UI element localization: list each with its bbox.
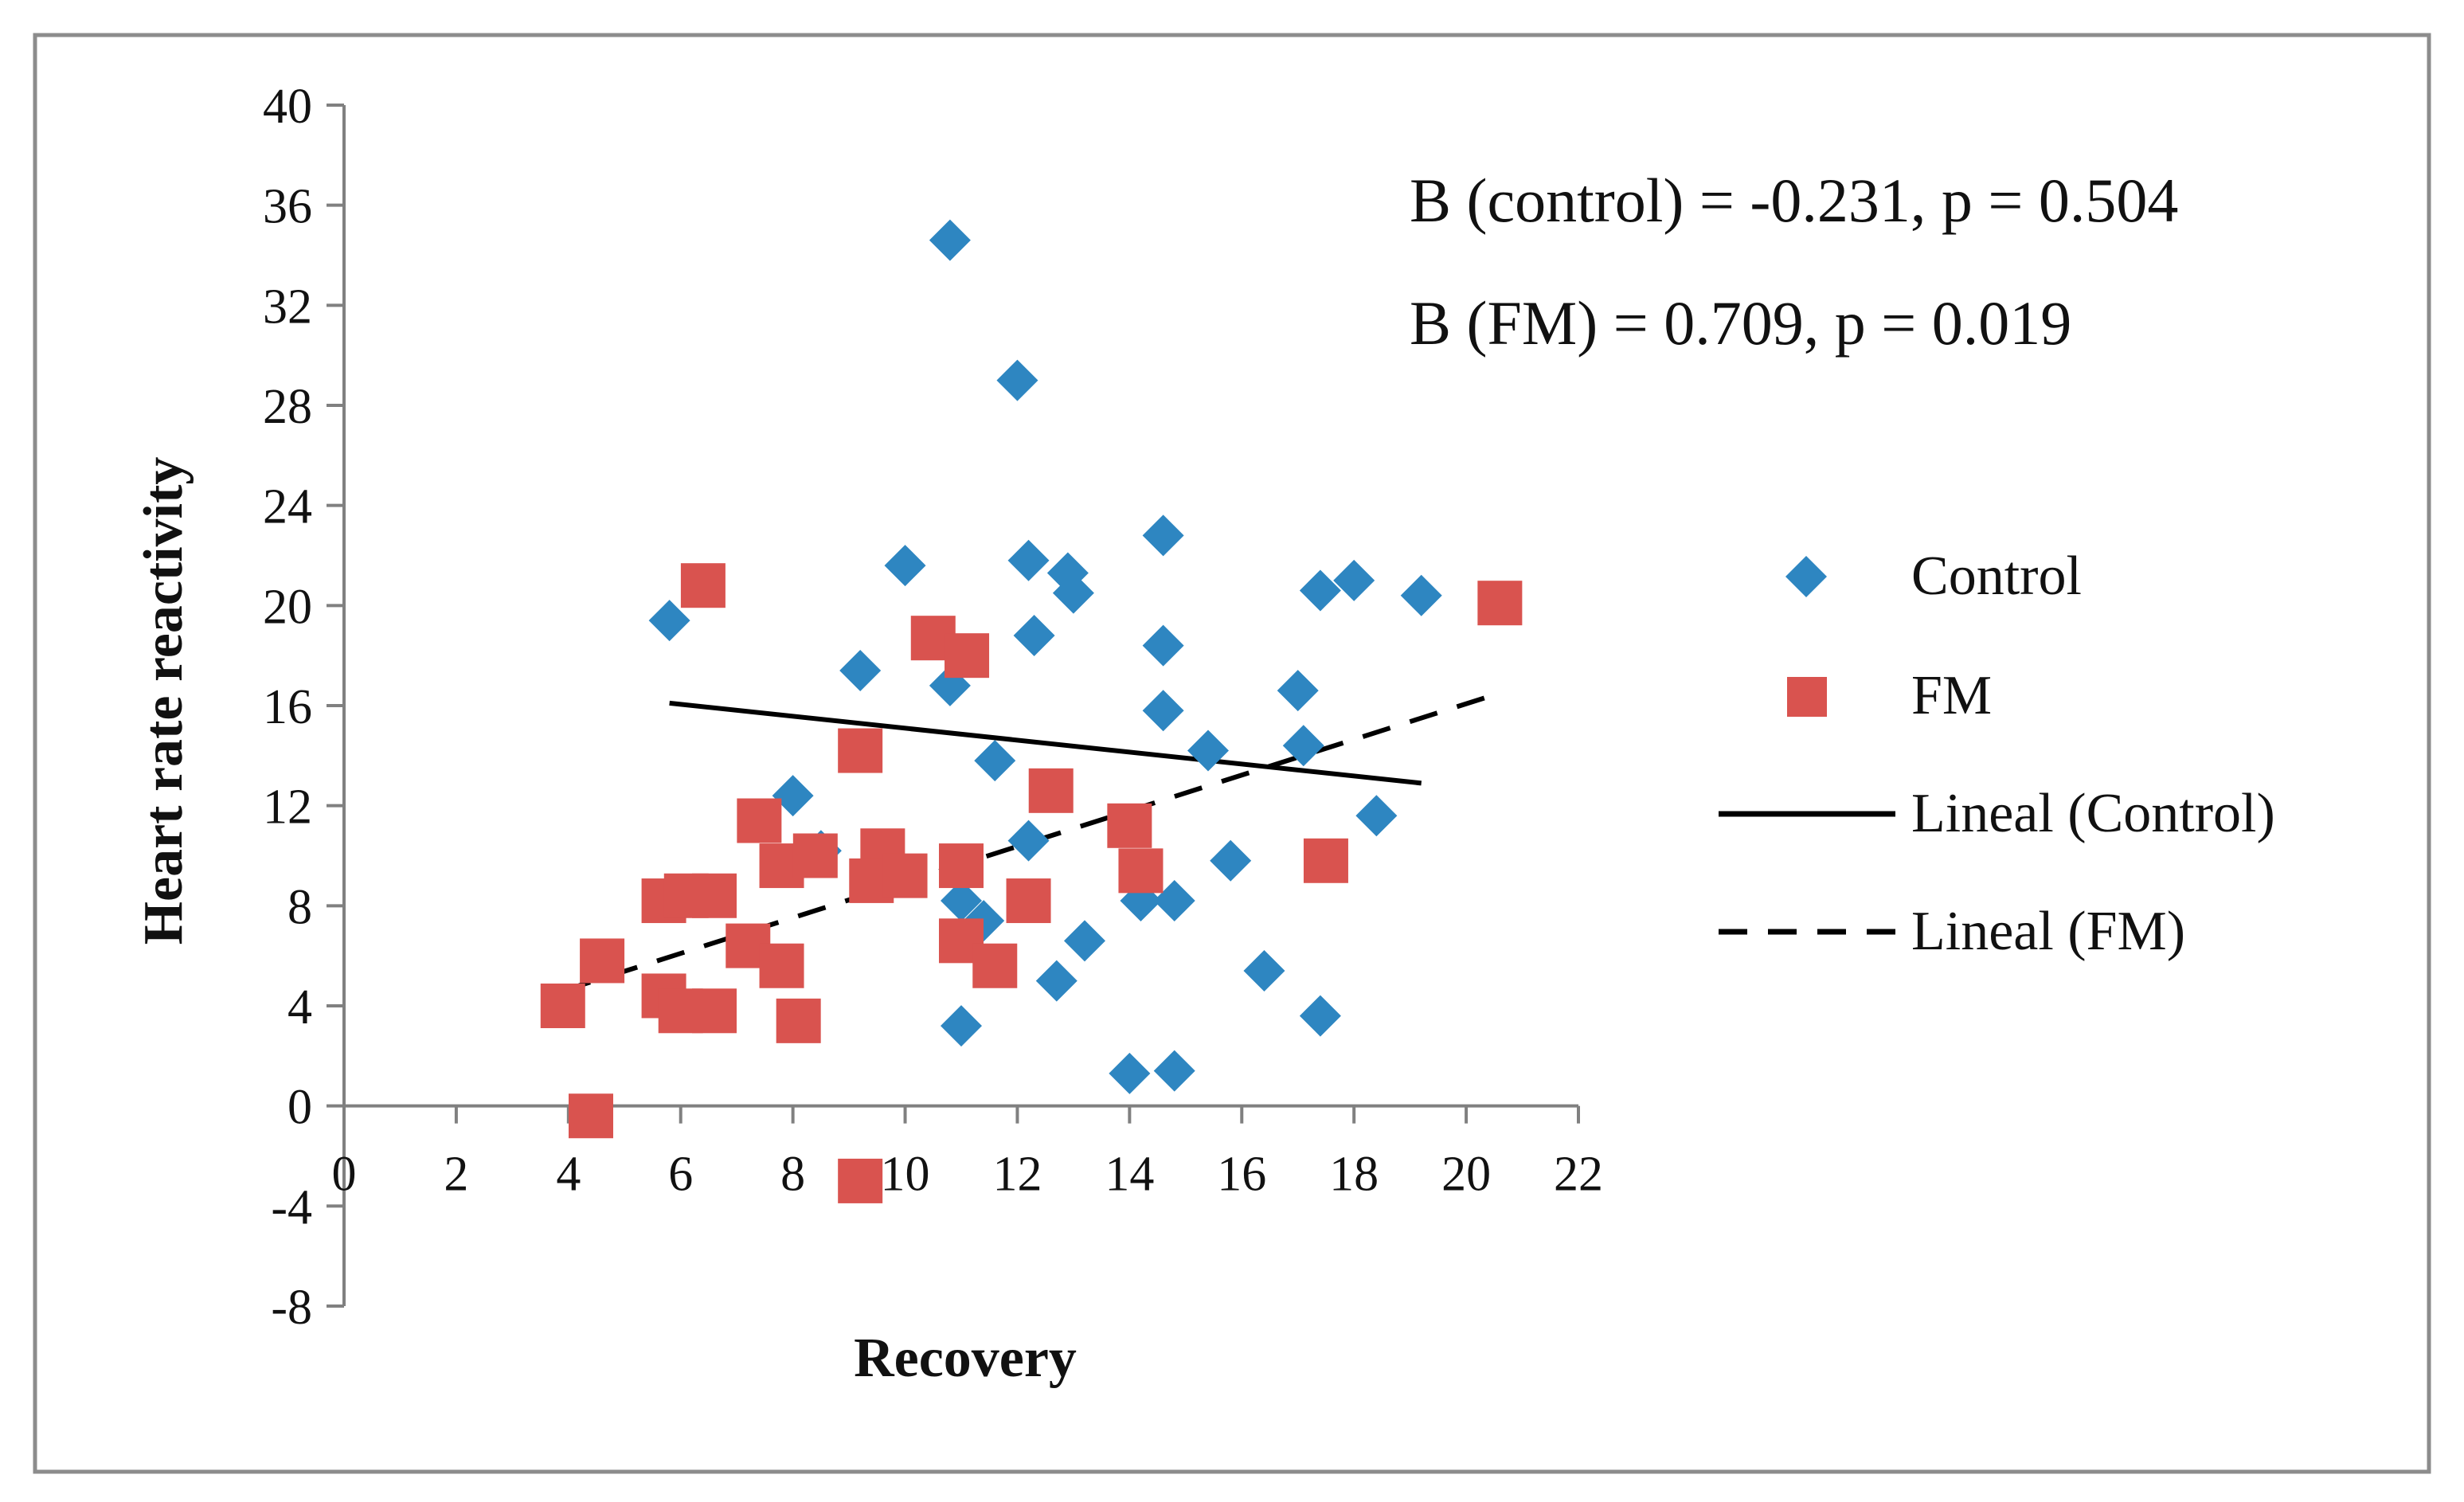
y-tick-label: 4 [287, 980, 312, 1035]
y-tick-label: 32 [263, 280, 312, 334]
point-control [1210, 839, 1252, 882]
y-tick-label: 40 [263, 80, 312, 134]
point-control [1299, 995, 1341, 1037]
point-control [1007, 819, 1050, 862]
point-control [929, 219, 971, 261]
point-fm [692, 873, 737, 918]
point-fm [972, 943, 1018, 988]
x-axis-title: Recovery [854, 1328, 1077, 1389]
point-fm [1118, 848, 1164, 894]
x-tick-label: 16 [1217, 1148, 1266, 1202]
point-control [1142, 624, 1184, 667]
point-control [996, 359, 1038, 401]
x-tick-label: 4 [556, 1148, 581, 1202]
point-control [1013, 615, 1055, 657]
x-tick-label: 8 [780, 1148, 805, 1202]
data-points [540, 219, 1523, 1203]
point-fm [838, 1158, 883, 1203]
y-tick-label: 0 [287, 1081, 312, 1135]
point-control [1064, 920, 1105, 962]
point-control [1282, 725, 1324, 767]
y-tick-label: 16 [263, 680, 312, 734]
point-control [1243, 950, 1285, 992]
point-control [839, 650, 882, 692]
point-control [1007, 539, 1050, 581]
point-control [1333, 559, 1375, 601]
trendline-fm [561, 690, 1501, 994]
point-fm [1006, 878, 1051, 924]
chart-frame [33, 33, 2431, 1474]
point-control [884, 545, 926, 587]
x-tick-label: 0 [332, 1148, 357, 1202]
point-control [1187, 729, 1229, 772]
point-control [941, 880, 982, 922]
point-fm [838, 728, 883, 773]
point-control [941, 1005, 982, 1047]
legend-marker-control [1785, 556, 1827, 597]
point-fm [945, 633, 990, 679]
point-control [1400, 574, 1442, 616]
x-axis-ticks: 0 2 4 6 8 10 12 14 16 18 20 22 [332, 1105, 1603, 1202]
point-fm [939, 843, 984, 889]
point-control [974, 740, 1016, 782]
legend-marker-fm [1787, 677, 1827, 717]
x-tick-label: 10 [881, 1148, 930, 1202]
x-tick-label: 18 [1329, 1148, 1379, 1202]
point-control [1142, 690, 1184, 732]
point-fm [1107, 803, 1152, 848]
trendlines [561, 690, 1501, 994]
point-control [1299, 569, 1341, 612]
y-tick-label: 28 [263, 380, 312, 434]
point-control [1052, 572, 1094, 614]
legend-label-fm: FM [1911, 665, 1992, 726]
point-fm [540, 984, 585, 1028]
point-fm [692, 988, 737, 1034]
point-control [1142, 514, 1184, 557]
point-control [648, 600, 690, 642]
point-control [1035, 960, 1078, 1002]
point-control [1277, 670, 1319, 712]
point-fm [580, 938, 625, 984]
y-axis-title: Heart rate reactivity [133, 457, 194, 945]
point-fm [1028, 768, 1074, 813]
trendline-control [669, 700, 1422, 786]
y-tick-label: 36 [263, 180, 312, 234]
point-control [1153, 1050, 1195, 1092]
y-tick-label: 12 [263, 780, 312, 835]
point-control [1153, 880, 1195, 922]
series-fm [540, 563, 1523, 1203]
point-fm [680, 563, 726, 608]
y-tick-label: -4 [271, 1180, 312, 1234]
x-tick-label: 2 [444, 1148, 468, 1202]
point-control [1355, 795, 1398, 837]
legend-label-lineal-control: Lineal (Control) [1911, 783, 2275, 844]
point-fm [1303, 838, 1348, 883]
x-tick-label: 12 [992, 1148, 1042, 1202]
x-tick-label: 20 [1441, 1148, 1491, 1202]
y-tick-label: -8 [271, 1281, 312, 1335]
point-fm [882, 853, 928, 898]
x-tick-label: 14 [1105, 1148, 1154, 1202]
legend-label-lineal-fm: Lineal (FM) [1911, 901, 2185, 962]
y-tick-label: 24 [263, 480, 312, 534]
y-tick-label: 20 [263, 580, 312, 634]
point-control [1109, 1052, 1151, 1094]
x-tick-label: 6 [668, 1148, 693, 1202]
x-tick-label: 22 [1554, 1148, 1603, 1202]
point-fm [569, 1093, 613, 1139]
point-fm [759, 943, 804, 988]
point-fm [792, 833, 838, 878]
annotation-control: B (control) = -0.231, p = 0.504 [1410, 166, 2178, 235]
point-fm [776, 998, 821, 1043]
y-tick-label: 8 [287, 880, 312, 934]
point-fm [737, 798, 782, 843]
legend-label-control: Control [1911, 546, 2082, 607]
point-control [772, 775, 814, 817]
legend: Control FM Lineal (Control) Lineal (FM) [1719, 546, 2275, 962]
annotation-fm: B (FM) = 0.709, p = 0.019 [1410, 288, 2071, 358]
point-fm [1477, 581, 1523, 626]
